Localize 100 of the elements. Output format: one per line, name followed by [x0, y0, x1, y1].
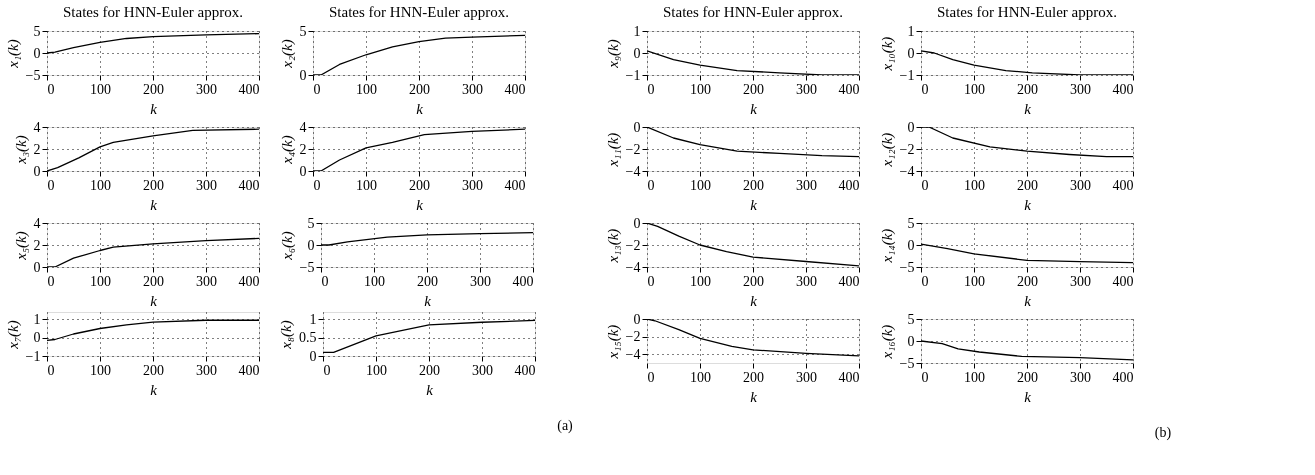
- x-tick-label: 200: [743, 273, 764, 289]
- y-tick-label: 0: [299, 163, 307, 179]
- x-tick-label: 100: [90, 273, 111, 289]
- y-tick-label: 1: [907, 23, 915, 39]
- y-tick-label: −4: [625, 346, 641, 362]
- y-tick-label: 5: [907, 215, 915, 231]
- y-tick-label: 5: [907, 311, 915, 327]
- x-axis-title: k: [150, 292, 158, 309]
- x-tick-label: 400: [512, 273, 534, 289]
- y-axis-title: x₁₆(k): [878, 324, 896, 360]
- x-tick-label: 400: [838, 81, 860, 97]
- x-tick-label: 100: [356, 177, 377, 193]
- y-tick-label: −4: [625, 259, 641, 275]
- y-tick-label: 0: [633, 119, 641, 135]
- y-tick-label: −2: [625, 237, 641, 253]
- x-tick-label: 200: [743, 369, 764, 385]
- x-tick-label: 100: [964, 177, 985, 193]
- x-tick-label: 400: [514, 362, 536, 378]
- x-tick-label: 400: [1112, 81, 1134, 97]
- x-tick-label: 200: [1017, 177, 1038, 193]
- x-tick-label: 400: [238, 273, 260, 289]
- x-axis-title: k: [416, 196, 424, 213]
- x-tick-label: 300: [1070, 273, 1091, 289]
- y-axis-title: x₁(k): [4, 39, 22, 69]
- y-tick-label: 5: [299, 23, 307, 39]
- y-tick-label: 0: [299, 67, 307, 83]
- y-axis-title: x₃(k): [12, 135, 30, 165]
- x-axis-title: k: [150, 196, 158, 213]
- x-tick-label: 100: [690, 177, 711, 193]
- x-tick-label: 200: [743, 177, 764, 193]
- x-axis-title: k: [424, 292, 432, 309]
- x-tick-label: 0: [47, 362, 55, 378]
- y-tick-label: 0: [633, 45, 641, 61]
- y-tick-label: 0: [309, 348, 317, 364]
- x-tick-label: 200: [417, 273, 438, 289]
- x-tick-label: 0: [647, 177, 655, 193]
- x-axis-title: k: [750, 196, 758, 213]
- x-tick-label: 200: [409, 177, 430, 193]
- y-tick-label: −2: [625, 329, 641, 345]
- y-tick-label: −5: [25, 67, 41, 83]
- y-tick-label: 4: [299, 119, 307, 135]
- x-tick-label: 100: [90, 81, 111, 97]
- y-tick-label: 1: [633, 23, 641, 39]
- y-axis-title: x₆(k): [278, 231, 296, 261]
- x-axis-title: k: [750, 100, 758, 117]
- x-tick-label: 100: [964, 273, 985, 289]
- x-tick-label: 100: [690, 369, 711, 385]
- chart-title: States for HNN-Euler approx.: [663, 4, 843, 20]
- y-tick-label: 0: [907, 333, 915, 349]
- x-axis-title: k: [1024, 196, 1032, 213]
- y-tick-label: 0: [33, 330, 41, 346]
- y-tick-label: −1: [25, 348, 41, 364]
- y-axis-title: x₁₁(k): [604, 132, 622, 168]
- x-tick-label: 200: [1017, 369, 1038, 385]
- y-tick-label: 2: [33, 237, 41, 253]
- x-tick-label: 0: [323, 362, 331, 378]
- y-tick-label: 1: [309, 311, 317, 327]
- x-tick-label: 400: [1112, 369, 1134, 385]
- x-tick-label: 300: [1070, 177, 1091, 193]
- y-tick-label: −4: [625, 163, 641, 179]
- x-axis-title: k: [426, 381, 434, 398]
- x-tick-label: 0: [321, 273, 329, 289]
- y-tick-label: 4: [33, 119, 41, 135]
- y-tick-label: −5: [899, 259, 915, 275]
- y-axis-title: x₇(k): [4, 320, 22, 350]
- x-tick-label: 300: [196, 177, 217, 193]
- y-axis-title: x₄(k): [278, 135, 296, 165]
- y-tick-label: 0: [33, 163, 41, 179]
- x-tick-label: 200: [419, 362, 440, 378]
- x-tick-label: 400: [838, 177, 860, 193]
- x-tick-label: 0: [47, 273, 55, 289]
- y-tick-label: −4: [899, 163, 915, 179]
- x-tick-label: 0: [921, 273, 929, 289]
- y-axis-title: x₅(k): [12, 231, 30, 261]
- y-tick-label: 5: [307, 215, 315, 231]
- x-tick-label: 200: [143, 362, 164, 378]
- x-tick-label: 0: [47, 177, 55, 193]
- x-tick-label: 200: [409, 81, 430, 97]
- x-axis-title: k: [1024, 388, 1032, 405]
- x-tick-label: 400: [238, 81, 260, 97]
- y-tick-label: 0: [907, 237, 915, 253]
- y-tick-label: −2: [899, 141, 915, 157]
- text: (b): [1154, 425, 1172, 441]
- x-tick-label: 300: [470, 273, 491, 289]
- x-axis-title: k: [150, 100, 158, 117]
- x-tick-label: 100: [366, 362, 387, 378]
- x-tick-label: 100: [90, 177, 111, 193]
- x-tick-label: 0: [647, 369, 655, 385]
- y-tick-label: 1: [33, 311, 41, 327]
- y-tick-label: −5: [299, 259, 315, 275]
- x-tick-label: 300: [796, 81, 817, 97]
- x-axis-title: k: [750, 292, 758, 309]
- y-tick-label: 0: [907, 119, 915, 135]
- x-tick-label: 0: [647, 81, 655, 97]
- x-axis-title: k: [1024, 292, 1032, 309]
- x-axis-title: k: [750, 388, 758, 405]
- x-tick-label: 300: [196, 273, 217, 289]
- x-tick-label: 300: [472, 362, 493, 378]
- y-tick-label: −2: [625, 141, 641, 157]
- x-tick-label: 300: [1070, 369, 1091, 385]
